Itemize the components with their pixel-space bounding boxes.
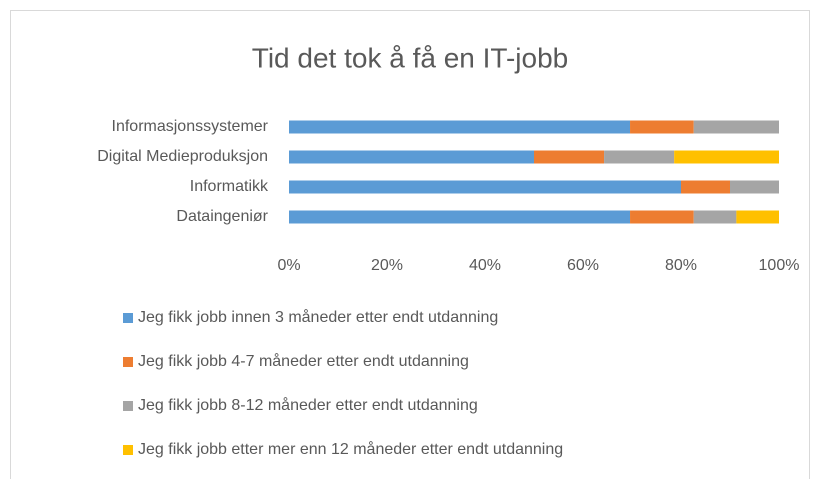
bar-segment	[693, 210, 737, 224]
chart-frame	[10, 10, 810, 479]
x-tick-label: 20%	[371, 257, 403, 274]
bar-segment	[730, 180, 779, 194]
bar-segment	[736, 210, 779, 224]
legend-label: Jeg fikk jobb 4-7 måneder etter endt utd…	[138, 352, 469, 370]
bar-segment	[693, 120, 779, 134]
bar-segment	[674, 150, 779, 164]
bar-segment	[289, 120, 631, 134]
bar-segment	[681, 180, 730, 194]
x-tick-label: 40%	[469, 257, 501, 274]
bar-segment	[289, 180, 681, 194]
legend-swatch	[123, 401, 133, 411]
x-tick-label: 0%	[277, 257, 300, 274]
legend-label: Jeg fikk jobb 8-12 måneder etter endt ut…	[138, 396, 478, 414]
legend-label: Jeg fikk jobb etter mer enn 12 måneder e…	[138, 440, 563, 458]
bar-segment	[630, 120, 694, 134]
category-label: Informasjonssystemer	[112, 118, 269, 135]
chart-title: Tid det tok å få en IT-jobb	[252, 42, 568, 73]
legend-swatch	[123, 313, 133, 323]
x-tick-label: 80%	[665, 257, 697, 274]
x-tick-label: 100%	[759, 257, 800, 274]
legend-swatch	[123, 445, 133, 455]
category-label: Informatikk	[190, 178, 269, 195]
category-label: Dataingeniør	[176, 208, 268, 225]
legend-swatch	[123, 357, 133, 367]
category-label: Digital Medieproduksjon	[97, 148, 268, 165]
bar-segment	[289, 150, 534, 164]
legend-label: Jeg fikk jobb innen 3 måneder etter endt…	[138, 308, 498, 326]
bar-segment	[289, 210, 631, 224]
bar-segment	[604, 150, 675, 164]
bar-segment	[630, 210, 694, 224]
bar-segment	[534, 150, 605, 164]
x-tick-label: 60%	[567, 257, 599, 274]
